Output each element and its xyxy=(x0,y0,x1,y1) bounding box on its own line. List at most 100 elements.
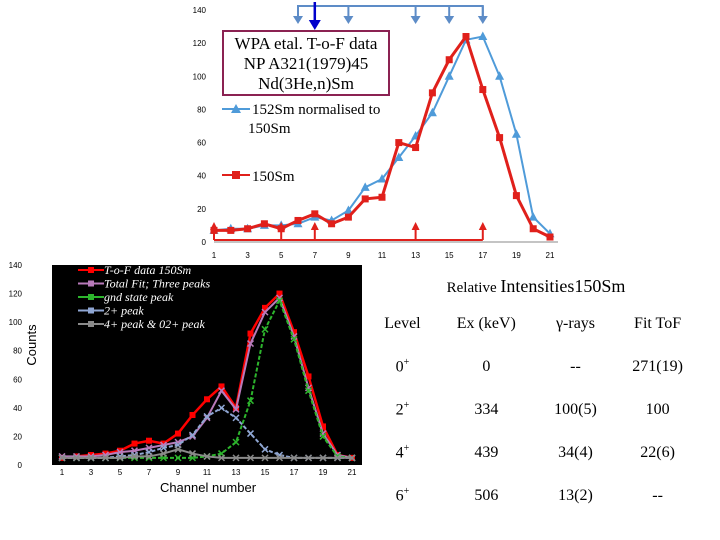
x-tick-label: 17 xyxy=(290,468,299,477)
bottom-arrow-head xyxy=(310,222,319,230)
data-point xyxy=(227,226,235,234)
table-body: 0+ 0 -- 271(19) 2+ 334 100(5) 100 4+ 439 34(4) 22(6… xyxy=(370,345,702,517)
data-source-line-2: NP A321(1979)45 xyxy=(243,54,369,73)
table-title-prefix: Relative xyxy=(446,280,501,296)
data-point xyxy=(529,225,537,233)
data-point xyxy=(188,450,197,458)
data-point xyxy=(378,193,386,201)
x-tick-label: 13 xyxy=(232,468,241,477)
cell-ex: 0 xyxy=(482,357,491,375)
cell-gamma: -- xyxy=(570,357,581,375)
data-source-line-1: WPA etal. T-o-F data xyxy=(234,34,378,53)
legend-label: 4+ peak & 02+ peak xyxy=(104,317,206,331)
data-point xyxy=(160,440,167,447)
data-point xyxy=(343,205,353,215)
bottom-arrow-head xyxy=(210,222,218,230)
data-point xyxy=(232,414,240,422)
data-point xyxy=(232,405,240,413)
y-tick-label: 120 xyxy=(9,290,23,299)
cell-gamma: 13(2) xyxy=(558,486,593,504)
table-row: 2+ 334 100(5) 100 xyxy=(370,388,702,431)
x-tick-label: 11 xyxy=(203,468,212,477)
data-point xyxy=(304,454,313,462)
data-point xyxy=(260,220,268,228)
data-point xyxy=(311,210,319,218)
header-gamma: γ-rays xyxy=(555,314,596,332)
legend-label-152sm-line1: 152Sm normalised to xyxy=(252,102,380,118)
data-point xyxy=(217,404,226,412)
cell-level: 0+ xyxy=(370,345,435,388)
top-y-tick-label: 60 xyxy=(197,139,206,148)
legend-label-152sm-line2: 150Sm xyxy=(248,121,291,137)
top-x-tick-label: 5 xyxy=(279,251,284,260)
data-point xyxy=(102,450,109,457)
x-tick-label: 21 xyxy=(348,468,357,477)
data-point xyxy=(275,294,284,302)
data-point xyxy=(328,220,336,228)
parity: + xyxy=(403,399,410,411)
data-point xyxy=(174,445,182,453)
data-point xyxy=(360,182,370,191)
cell-fit: -- xyxy=(652,486,663,504)
data-point xyxy=(130,452,139,460)
data-point xyxy=(145,452,153,460)
data-point xyxy=(394,152,404,161)
top-y-tick-label: 100 xyxy=(193,72,207,81)
cell-fit: 271(19) xyxy=(632,357,683,375)
bottom-arrow-head xyxy=(277,222,286,230)
table-row: 4+ 439 34(4) 22(6) xyxy=(370,431,702,474)
data-source-box: WPA etal. T-o-F data NP A321(1979)45 Nd(… xyxy=(222,30,390,96)
top-x-tick-label: 9 xyxy=(346,251,351,260)
cell-fit: 22(6) xyxy=(640,443,675,461)
top-y-tick-label: 20 xyxy=(197,205,206,214)
data-point xyxy=(294,216,302,224)
data-point xyxy=(261,325,269,333)
data-point xyxy=(290,332,298,340)
data-point xyxy=(146,437,152,444)
x-tick-label: 19 xyxy=(319,468,328,477)
top-x-tick-label: 19 xyxy=(512,251,521,260)
x-axis-label: Channel number xyxy=(160,480,257,495)
bottom-arrow-head xyxy=(411,222,420,230)
data-point xyxy=(261,454,269,462)
cell-ex: 439 xyxy=(474,443,499,461)
data-point xyxy=(348,454,356,462)
table-title: Relative Intensities150Sm xyxy=(370,276,702,297)
data-point xyxy=(203,412,211,420)
top-arrow-head xyxy=(343,16,354,24)
data-point xyxy=(261,308,269,316)
y-tick-label: 100 xyxy=(9,318,23,327)
top-y-tick-label: 140 xyxy=(193,6,207,15)
top-arrow-head xyxy=(410,16,421,24)
y-tick-label: 0 xyxy=(18,461,23,470)
data-point xyxy=(276,290,283,297)
legend-label: gnd state peak xyxy=(104,290,174,304)
data-point xyxy=(275,454,284,462)
top-arrow-bracket xyxy=(297,5,484,22)
data-point xyxy=(344,213,352,221)
data-point xyxy=(291,329,297,336)
legend-label: 2+ peak xyxy=(104,304,144,318)
top-x-tick-label: 21 xyxy=(546,251,555,260)
y-tick-label: 140 xyxy=(9,261,23,270)
data-point xyxy=(247,330,254,337)
data-point xyxy=(546,233,554,241)
data-point xyxy=(72,454,81,462)
legend-marker-150sm xyxy=(232,171,240,179)
x-tick-label: 9 xyxy=(176,468,181,477)
data-point xyxy=(159,450,168,458)
data-point xyxy=(462,33,470,41)
cell-level: 6+ xyxy=(370,474,435,517)
y-tick-label: 80 xyxy=(13,347,22,356)
parity: + xyxy=(403,485,410,497)
x-tick-label: 7 xyxy=(147,468,152,477)
level-value: 2 xyxy=(395,401,404,419)
header-level: Level xyxy=(384,314,421,332)
cell-ex: 506 xyxy=(474,486,499,504)
legend-marker xyxy=(88,280,94,287)
data-point xyxy=(159,441,168,449)
data-point xyxy=(188,431,197,439)
